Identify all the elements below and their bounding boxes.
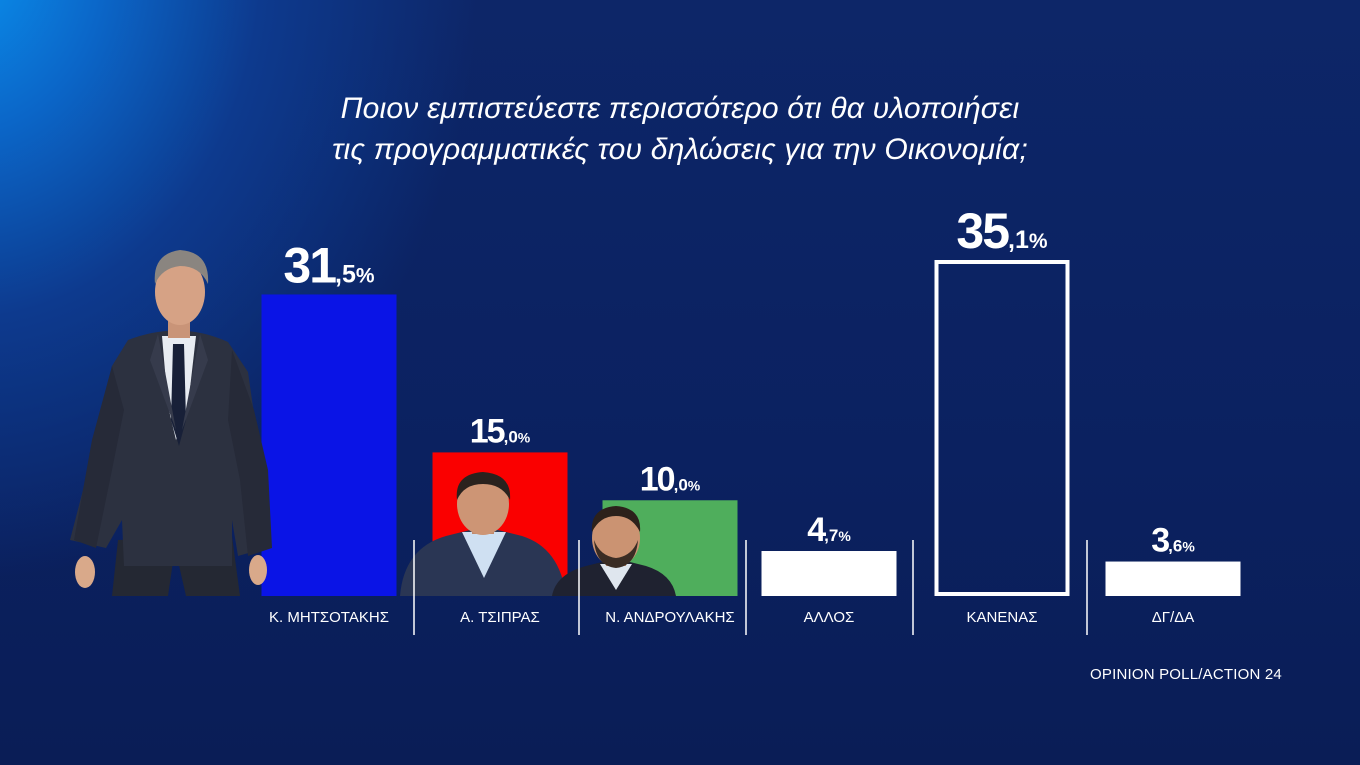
value-integer: 35 [956, 203, 1009, 259]
value-unit: % [356, 264, 375, 287]
value-integer: 10 [640, 460, 675, 498]
value-label-5: 35,1% [956, 203, 1047, 259]
separator [745, 540, 747, 635]
value-label-3: 10,0% [640, 460, 701, 498]
value-decimal: ,0 [674, 475, 688, 494]
value-label-1: 31,5% [283, 237, 374, 293]
separator [578, 540, 580, 635]
portrait-mitsotakis [70, 250, 272, 596]
value-integer: 15 [470, 412, 505, 450]
value-unit: % [1029, 230, 1048, 253]
value-decimal: ,7 [824, 526, 838, 545]
value-unit: % [838, 528, 851, 544]
bar-1 [261, 294, 397, 596]
value-label-4: 4,7% [807, 511, 851, 549]
separator [912, 540, 914, 635]
value-decimal: ,5 [335, 260, 356, 288]
separator [1086, 540, 1088, 635]
category-label-5: ΚΑΝΕΝΑΣ [966, 609, 1038, 626]
category-label-4: ΑΛΛΟΣ [803, 609, 855, 626]
value-label-6: 3,6% [1151, 522, 1195, 560]
value-label-2: 15,0% [470, 412, 531, 450]
chart-title-line-2: τις προγραμματικές του δηλώσεις για την … [332, 133, 1028, 166]
category-label-2: Α. ΤΣΙΠΡΑΣ [460, 609, 540, 626]
category-label-1: Κ. ΜΗΤΣΟΤΑΚΗΣ [269, 609, 389, 626]
source-label: OPINION POLL/ACTION 24 [1090, 666, 1282, 683]
portrait-tsipras [400, 472, 566, 596]
value-decimal: ,6 [1168, 537, 1182, 556]
value-unit: % [1182, 539, 1195, 555]
value-decimal: ,0 [504, 427, 518, 446]
value-unit: % [518, 429, 531, 445]
category-label-6: ΔΓ/ΔΑ [1151, 609, 1195, 626]
value-integer: 31 [283, 237, 336, 293]
value-integer: 4 [807, 511, 826, 549]
bar-6 [1105, 561, 1241, 596]
value-unit: % [688, 477, 701, 493]
portrait-androulakis [552, 506, 676, 596]
separator [413, 540, 415, 635]
chart-title: Ποιον εμπιστεύεστε περισσότερο ότι θα υλ… [180, 88, 1180, 170]
category-label-3: Ν. ΑΝΔΡΟΥΛΑΚΗΣ [605, 609, 735, 626]
value-decimal: ,1 [1008, 226, 1029, 254]
bar-5 [934, 260, 1070, 596]
value-integer: 3 [1151, 522, 1169, 560]
chart-title-line-1: Ποιον εμπιστεύεστε περισσότερο ότι θα υλ… [340, 92, 1020, 125]
bar-4 [761, 551, 897, 596]
